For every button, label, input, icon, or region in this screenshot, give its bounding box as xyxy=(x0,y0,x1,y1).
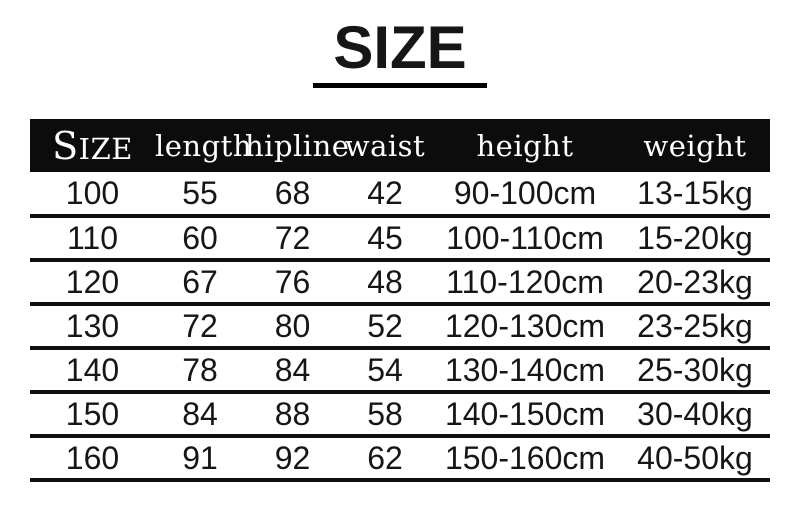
cell-waist: 42 xyxy=(340,172,430,218)
column-header-height: height xyxy=(430,119,620,172)
cell-size: 110 xyxy=(30,216,155,262)
cell-height: 120-130cm xyxy=(430,304,620,350)
column-header-size: SIZE xyxy=(30,119,155,172)
cell-size: 120 xyxy=(30,260,155,306)
cell-weight: 25-30kg xyxy=(620,348,770,394)
cell-length: 67 xyxy=(155,260,245,306)
page-title: SIZE xyxy=(313,16,487,88)
cell-height: 140-150cm xyxy=(430,392,620,438)
cell-hipline: 88 xyxy=(245,392,340,438)
cell-length: 78 xyxy=(155,348,245,394)
cell-height: 130-140cm xyxy=(430,348,620,394)
cell-waist: 52 xyxy=(340,304,430,350)
cell-weight: 23-25kg xyxy=(620,304,770,350)
column-header-weight: weight xyxy=(620,119,770,172)
cell-height: 100-110cm xyxy=(430,216,620,262)
cell-length: 72 xyxy=(155,304,245,350)
page-title-container: SIZE xyxy=(0,0,800,88)
cell-size: 130 xyxy=(30,304,155,350)
cell-waist: 58 xyxy=(340,392,430,438)
column-header-length: length xyxy=(155,119,252,172)
cell-height: 90-100cm xyxy=(430,172,620,218)
cell-size: 150 xyxy=(30,392,155,438)
cell-weight: 30-40kg xyxy=(620,392,770,438)
cell-size: 160 xyxy=(30,436,155,482)
cell-height: 150-160cm xyxy=(430,436,620,482)
cell-weight: 40-50kg xyxy=(620,436,770,482)
cell-hipline: 76 xyxy=(245,260,340,306)
cell-length: 60 xyxy=(155,216,245,262)
cell-hipline: 92 xyxy=(245,436,340,482)
cell-weight: 20-23kg xyxy=(620,260,770,306)
cell-waist: 48 xyxy=(340,260,430,306)
cell-waist: 54 xyxy=(340,348,430,394)
table-row: 150 84 88 58 140-150cm 30-40kg xyxy=(30,392,770,438)
cell-length: 55 xyxy=(155,172,245,218)
table-row: 120 67 76 48 110-120cm 20-23kg xyxy=(30,260,770,306)
table-header: SIZE length hipline waist height weight xyxy=(30,119,770,172)
table-row: 160 91 92 62 150-160cm 40-50kg xyxy=(30,436,770,482)
cell-length: 84 xyxy=(155,392,245,438)
table-row: 100 55 68 42 90-100cm 13-15kg xyxy=(30,172,770,218)
cell-hipline: 68 xyxy=(245,172,340,218)
cell-weight: 13-15kg xyxy=(620,172,770,218)
cell-waist: 45 xyxy=(340,216,430,262)
column-header-waist: waist xyxy=(340,119,430,172)
cell-hipline: 80 xyxy=(245,304,340,350)
table-body: 100 55 68 42 90-100cm 13-15kg 110 60 72 45 100-110… xyxy=(30,172,770,482)
table-row: 110 60 72 45 100-110cm 15-20kg xyxy=(30,216,770,262)
cell-size: 100 xyxy=(30,172,155,218)
cell-waist: 62 xyxy=(340,436,430,482)
cell-length: 91 xyxy=(155,436,245,482)
column-header-hipline: hipline xyxy=(245,119,349,172)
table-row: 140 78 84 54 130-140cm 25-30kg xyxy=(30,348,770,394)
cell-hipline: 72 xyxy=(245,216,340,262)
cell-weight: 15-20kg xyxy=(620,216,770,262)
cell-height: 110-120cm xyxy=(430,260,620,306)
cell-size: 140 xyxy=(30,348,155,394)
size-table: SIZE length hipline waist height weight 100 55… xyxy=(30,119,770,482)
cell-hipline: 84 xyxy=(245,348,340,394)
table-header-row: SIZE length hipline waist height weight xyxy=(30,119,770,172)
table-row: 130 72 80 52 120-130cm 23-25kg xyxy=(30,304,770,350)
